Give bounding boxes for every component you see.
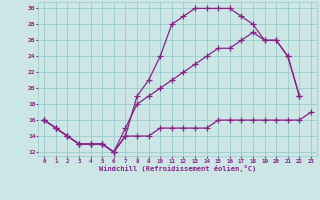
X-axis label: Windchill (Refroidissement éolien,°C): Windchill (Refroidissement éolien,°C) [99,165,256,172]
